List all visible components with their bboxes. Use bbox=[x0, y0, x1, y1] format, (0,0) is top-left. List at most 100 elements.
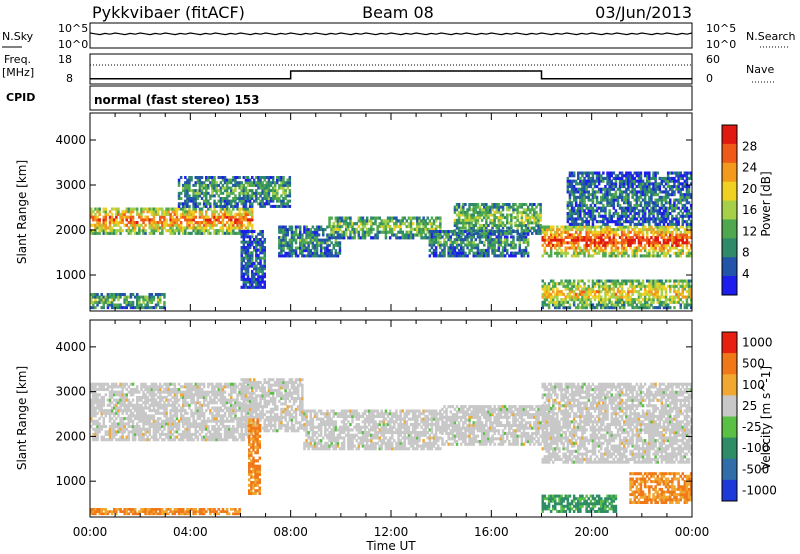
heatmap-cell bbox=[186, 183, 189, 187]
heatmap-cell bbox=[687, 201, 691, 205]
heatmap-cell bbox=[577, 233, 580, 237]
heatmap-cell bbox=[259, 183, 262, 187]
heatmap-cell bbox=[497, 235, 501, 239]
heatmap-cell bbox=[106, 382, 110, 386]
heatmap-cell bbox=[108, 417, 112, 421]
heatmap-cell bbox=[104, 207, 108, 211]
heatmap-cell bbox=[301, 238, 304, 242]
heatmap-cell bbox=[98, 207, 101, 211]
heatmap-cell bbox=[263, 248, 266, 252]
heatmap-cell bbox=[627, 295, 630, 299]
heatmap-cell bbox=[480, 210, 484, 214]
heatmap-cell bbox=[629, 203, 632, 207]
heatmap-cell bbox=[334, 251, 338, 255]
heatmap-cell bbox=[443, 243, 446, 247]
heatmap-cell bbox=[129, 303, 133, 307]
heatmap-cell bbox=[244, 283, 248, 287]
heatmap-cell bbox=[98, 382, 101, 386]
heatmap-cell bbox=[616, 176, 620, 180]
heatmap-cell bbox=[108, 218, 112, 222]
heatmap-cell bbox=[234, 204, 237, 208]
heatmap-cell bbox=[614, 298, 618, 302]
heatmap-cell bbox=[612, 238, 616, 242]
heatmap-cell bbox=[658, 233, 662, 237]
heatmap-cell bbox=[110, 430, 114, 434]
heatmap-cell bbox=[597, 179, 601, 183]
heatmap-cell bbox=[405, 236, 409, 240]
heatmap-cell bbox=[445, 240, 448, 244]
heatmap-cell bbox=[211, 221, 214, 225]
heatmap-cell bbox=[662, 198, 666, 202]
heatmap-cell bbox=[614, 279, 618, 283]
heatmap-cell bbox=[493, 203, 496, 207]
heatmap-cell bbox=[681, 212, 684, 216]
heatmap-cell bbox=[658, 190, 662, 194]
heatmap-cell bbox=[627, 225, 630, 229]
heatmap-cell bbox=[96, 221, 99, 225]
heatmap-cell bbox=[315, 236, 319, 240]
heatmap-cell bbox=[363, 233, 367, 237]
heatmap-cell bbox=[357, 230, 361, 234]
heatmap-cell bbox=[439, 224, 442, 229]
heatmap-cell bbox=[570, 209, 574, 213]
heatmap-cell bbox=[192, 189, 195, 193]
heatmap-cell bbox=[259, 285, 262, 289]
heatmap-cell bbox=[242, 240, 246, 244]
heatmap-cell bbox=[604, 236, 607, 240]
heatmap-cell bbox=[449, 235, 452, 239]
heatmap-cell bbox=[437, 235, 440, 239]
heatmap-cell bbox=[614, 292, 618, 296]
heatmap-cell bbox=[428, 227, 432, 232]
heatmap-cell bbox=[483, 213, 486, 217]
heatmap-cell bbox=[273, 181, 277, 185]
heatmap-cell bbox=[677, 217, 680, 221]
heatmap-cell bbox=[648, 254, 651, 258]
heatmap-cell bbox=[554, 292, 557, 296]
heatmap-cell bbox=[654, 209, 657, 213]
heatmap-cell bbox=[683, 198, 687, 202]
heatmap-cell bbox=[336, 224, 340, 229]
heatmap-cell bbox=[606, 303, 609, 307]
heatmap-cell bbox=[654, 185, 657, 189]
heatmap-cell bbox=[148, 210, 151, 214]
heatmap-cell bbox=[267, 181, 271, 185]
heatmap-cell bbox=[549, 243, 553, 247]
heatmap-cell bbox=[265, 197, 269, 201]
heatmap-cell bbox=[230, 199, 233, 203]
heatmap-cell bbox=[242, 218, 246, 222]
heatmap-cell bbox=[230, 226, 233, 230]
heatmap-cell bbox=[200, 191, 204, 195]
heatmap-cell bbox=[207, 215, 210, 219]
heatmap-cell bbox=[648, 190, 651, 194]
heatmap-cell bbox=[301, 241, 304, 245]
heatmap-cell bbox=[503, 235, 507, 239]
heatmap-cell bbox=[462, 213, 465, 217]
heatmap-cell bbox=[434, 219, 438, 223]
heatmap-cell bbox=[468, 218, 471, 222]
heatmap-cell bbox=[583, 290, 586, 294]
heatmap-cell bbox=[228, 178, 231, 182]
heatmap-cell bbox=[526, 251, 530, 255]
heatmap-cell bbox=[246, 235, 250, 239]
heatmap-cell bbox=[154, 223, 158, 227]
heatmap-cell bbox=[510, 230, 513, 234]
heatmap-cell bbox=[228, 191, 231, 195]
heatmap-cell bbox=[658, 206, 662, 210]
heatmap-cell bbox=[681, 292, 684, 296]
heatmap-cell bbox=[403, 236, 406, 240]
heatmap-cell bbox=[685, 295, 689, 299]
heatmap-cell bbox=[497, 238, 501, 242]
heatmap-cell bbox=[681, 290, 684, 294]
heatmap-cell bbox=[127, 300, 131, 304]
heatmap-cell bbox=[104, 425, 108, 429]
heatmap-cell bbox=[286, 181, 289, 185]
heatmap-cell bbox=[669, 298, 672, 302]
heatmap-cell bbox=[635, 290, 639, 294]
heatmap-cell bbox=[485, 235, 488, 239]
heatmap-cell bbox=[650, 290, 653, 294]
heatmap-cell bbox=[94, 409, 97, 413]
heatmap-cell bbox=[577, 236, 580, 240]
heatmap-cell bbox=[591, 171, 595, 175]
heatmap-cell bbox=[251, 202, 254, 206]
heatmap-cell bbox=[669, 295, 672, 299]
